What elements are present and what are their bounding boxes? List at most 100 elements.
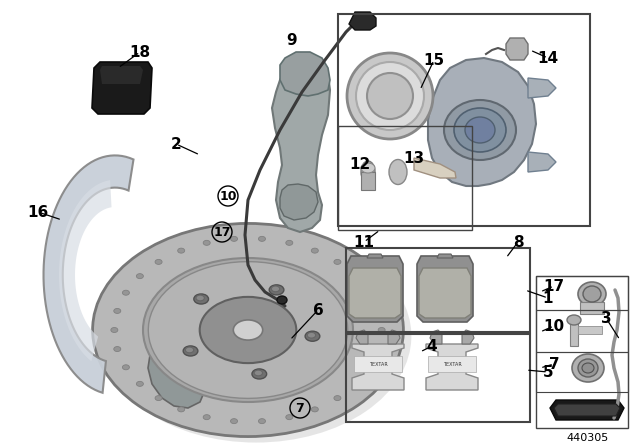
Text: 440305: 440305 xyxy=(567,433,609,443)
Ellipse shape xyxy=(230,237,237,241)
Ellipse shape xyxy=(269,285,284,295)
Ellipse shape xyxy=(347,53,433,139)
Text: 5: 5 xyxy=(543,365,554,379)
Ellipse shape xyxy=(111,327,118,332)
Ellipse shape xyxy=(367,290,374,295)
Ellipse shape xyxy=(204,415,210,420)
Ellipse shape xyxy=(178,248,185,253)
Polygon shape xyxy=(426,344,478,390)
Ellipse shape xyxy=(305,331,320,341)
Ellipse shape xyxy=(200,297,296,363)
Polygon shape xyxy=(388,330,400,344)
Ellipse shape xyxy=(353,274,360,279)
Ellipse shape xyxy=(444,100,516,160)
Text: 1: 1 xyxy=(543,290,553,306)
Ellipse shape xyxy=(122,365,129,370)
Polygon shape xyxy=(280,52,330,96)
Ellipse shape xyxy=(375,308,382,314)
Bar xyxy=(536,276,628,310)
Bar xyxy=(536,352,628,392)
Text: TEXTAR: TEXTAR xyxy=(443,362,461,366)
Text: 15: 15 xyxy=(424,52,445,68)
Ellipse shape xyxy=(143,258,353,402)
Text: 3: 3 xyxy=(601,310,611,326)
Ellipse shape xyxy=(204,240,210,246)
Text: 14: 14 xyxy=(538,51,559,65)
Ellipse shape xyxy=(454,108,506,152)
Ellipse shape xyxy=(389,159,407,185)
Ellipse shape xyxy=(234,320,262,340)
Polygon shape xyxy=(367,254,383,258)
Text: 13: 13 xyxy=(403,151,424,165)
Polygon shape xyxy=(419,268,471,318)
Ellipse shape xyxy=(259,237,266,241)
Ellipse shape xyxy=(93,224,403,436)
Ellipse shape xyxy=(186,347,194,353)
Text: 9: 9 xyxy=(287,33,298,47)
Bar xyxy=(346,334,530,422)
Bar xyxy=(536,276,628,428)
Ellipse shape xyxy=(582,363,594,373)
Bar xyxy=(428,356,476,372)
Polygon shape xyxy=(347,256,403,322)
Ellipse shape xyxy=(567,315,581,325)
Ellipse shape xyxy=(136,274,143,279)
Text: 4: 4 xyxy=(427,339,437,353)
Polygon shape xyxy=(44,155,134,393)
Polygon shape xyxy=(272,58,330,232)
Text: 6: 6 xyxy=(312,302,323,318)
Bar xyxy=(361,172,375,190)
Bar xyxy=(578,326,602,334)
Ellipse shape xyxy=(307,332,316,338)
Ellipse shape xyxy=(271,286,280,292)
Bar xyxy=(536,310,628,352)
Ellipse shape xyxy=(583,286,601,302)
Ellipse shape xyxy=(361,161,375,183)
Text: TEXTAR: TEXTAR xyxy=(369,362,387,366)
Ellipse shape xyxy=(252,369,267,379)
Text: 12: 12 xyxy=(349,156,371,172)
Ellipse shape xyxy=(311,248,318,253)
Polygon shape xyxy=(550,400,624,420)
Ellipse shape xyxy=(378,327,385,332)
Polygon shape xyxy=(92,62,152,114)
Polygon shape xyxy=(349,268,401,318)
Polygon shape xyxy=(528,78,556,98)
Ellipse shape xyxy=(178,407,185,412)
Ellipse shape xyxy=(465,117,495,143)
Text: 10: 10 xyxy=(543,319,564,333)
Ellipse shape xyxy=(361,163,375,173)
Ellipse shape xyxy=(136,381,143,386)
Polygon shape xyxy=(428,58,536,186)
Polygon shape xyxy=(148,350,205,408)
Ellipse shape xyxy=(334,396,341,401)
Ellipse shape xyxy=(353,381,360,386)
Text: 18: 18 xyxy=(129,44,150,60)
Ellipse shape xyxy=(194,294,209,304)
Polygon shape xyxy=(280,184,318,220)
Ellipse shape xyxy=(578,359,598,377)
Ellipse shape xyxy=(155,396,162,401)
Ellipse shape xyxy=(578,282,606,306)
Bar xyxy=(338,126,472,230)
Ellipse shape xyxy=(367,73,413,119)
Polygon shape xyxy=(356,330,368,344)
Bar xyxy=(580,302,604,314)
Polygon shape xyxy=(352,344,404,390)
Polygon shape xyxy=(148,262,348,398)
Bar xyxy=(354,356,402,372)
Ellipse shape xyxy=(311,407,318,412)
Polygon shape xyxy=(417,256,473,322)
Ellipse shape xyxy=(230,418,237,424)
Polygon shape xyxy=(506,38,528,60)
Ellipse shape xyxy=(114,347,121,352)
Polygon shape xyxy=(349,12,376,30)
Ellipse shape xyxy=(286,240,292,246)
Ellipse shape xyxy=(114,308,121,314)
Ellipse shape xyxy=(375,347,382,352)
Ellipse shape xyxy=(100,229,412,443)
Text: 16: 16 xyxy=(28,204,49,220)
Bar xyxy=(570,322,578,346)
Polygon shape xyxy=(100,66,143,84)
Polygon shape xyxy=(554,404,620,416)
